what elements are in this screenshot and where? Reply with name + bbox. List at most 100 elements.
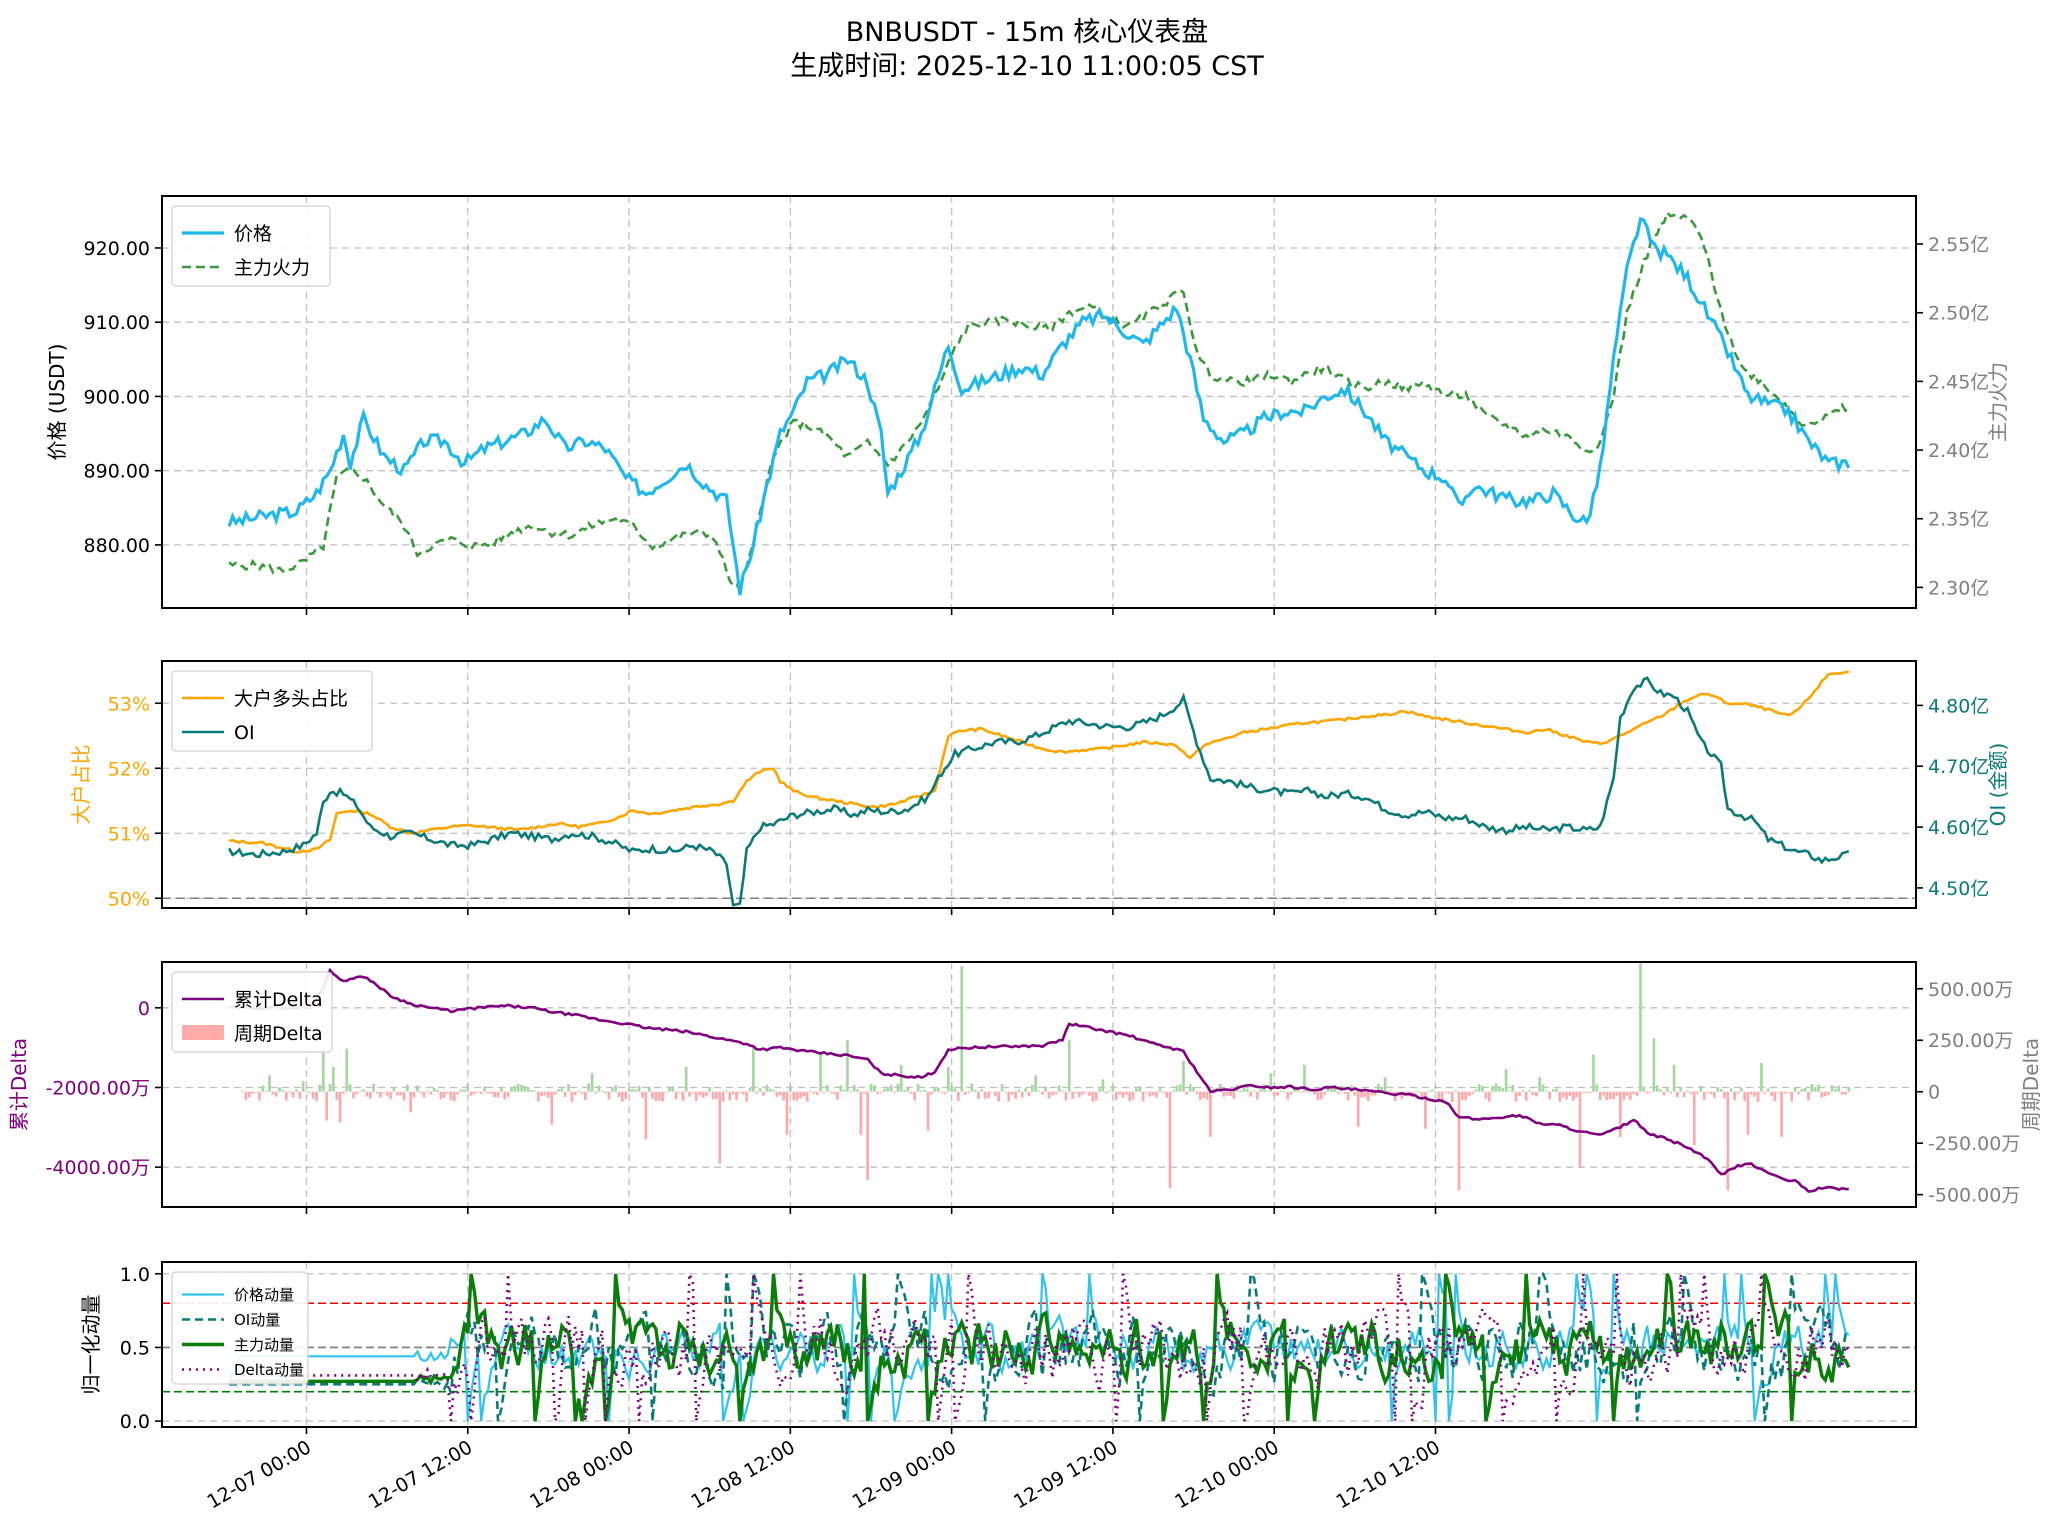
delta-bar xyxy=(718,1091,722,1164)
delta-bar xyxy=(711,1091,715,1100)
delta-bar xyxy=(620,1091,624,1102)
delta-bar xyxy=(1380,1086,1384,1092)
delta-bar xyxy=(1682,1091,1686,1098)
delta-bar xyxy=(1571,1091,1575,1101)
delta-bar xyxy=(291,1091,295,1098)
delta-bar xyxy=(1494,1083,1498,1092)
delta-bar xyxy=(1511,1084,1515,1092)
delta-bar xyxy=(318,1084,322,1092)
delta-bar xyxy=(1501,1087,1505,1092)
delta-bar xyxy=(1723,1091,1726,1099)
delta-bar xyxy=(1669,1091,1673,1094)
delta-bar xyxy=(1783,1091,1787,1094)
y-right-tick-label: 2.55亿 xyxy=(1928,234,1989,256)
delta-bar xyxy=(1121,1091,1125,1098)
y-tick-label: 900.00 xyxy=(84,386,150,408)
delta-bar xyxy=(624,1091,628,1100)
delta-bar xyxy=(429,1091,433,1095)
delta-bar xyxy=(332,1067,335,1092)
delta-bar xyxy=(1615,1091,1619,1096)
delta-bar xyxy=(1017,1089,1021,1092)
delta-bar xyxy=(1464,1091,1468,1101)
delta-bar xyxy=(1229,1091,1232,1096)
delta-bar xyxy=(402,1091,406,1101)
delta-bar xyxy=(1642,1086,1646,1092)
delta-panel-legend: 累计Delta 周期Delta xyxy=(171,971,333,1053)
delta-bar xyxy=(1128,1091,1132,1102)
delta-bar xyxy=(694,1091,698,1101)
delta-bar xyxy=(1413,1091,1417,1093)
delta-bar xyxy=(657,1091,661,1101)
delta-bar xyxy=(997,1091,1001,1102)
legend-label: 大户多头占比 xyxy=(234,688,348,710)
delta-bar xyxy=(883,1088,886,1092)
delta-bar xyxy=(674,1091,678,1100)
delta-bar xyxy=(1632,1091,1636,1095)
delta-bar xyxy=(1084,1091,1088,1093)
delta-bar xyxy=(1434,1091,1437,1093)
delta-bar xyxy=(728,1091,732,1101)
delta-bar xyxy=(913,1091,917,1101)
delta-bar xyxy=(1504,1069,1508,1092)
delta-bar xyxy=(362,1089,365,1092)
delta-bar xyxy=(1212,1088,1216,1092)
delta-bar xyxy=(1521,1090,1525,1092)
delta-bar xyxy=(456,1091,460,1095)
delta-bar xyxy=(405,1084,409,1092)
delta-bar xyxy=(1306,1091,1310,1093)
delta-bar xyxy=(1098,1088,1101,1092)
delta-bar xyxy=(281,1089,285,1092)
delta-bar xyxy=(970,1083,974,1092)
delta-bar xyxy=(755,1091,759,1094)
delta-bar xyxy=(1074,1091,1078,1093)
main-force-ylabel: 主力火力 xyxy=(1986,362,2010,442)
delta-bar xyxy=(1807,1091,1810,1101)
delta-bar xyxy=(990,1091,994,1093)
delta-bar xyxy=(449,1091,453,1101)
y-tick-label: 0 xyxy=(138,998,150,1020)
delta-bar xyxy=(560,1088,564,1092)
delta-bar xyxy=(1514,1091,1518,1102)
delta-bar xyxy=(678,1091,681,1093)
delta-bar xyxy=(442,1091,446,1098)
delta-bar xyxy=(923,1089,927,1092)
delta-bar xyxy=(241,1090,244,1092)
delta-bar xyxy=(1797,1091,1800,1094)
delta-bar xyxy=(805,1091,809,1102)
delta-bar xyxy=(530,1090,533,1092)
delta-bar xyxy=(1477,1084,1481,1092)
delta-bar xyxy=(1118,1091,1121,1095)
delta-bar xyxy=(352,1091,355,1099)
delta-bar xyxy=(1474,1089,1478,1092)
delta-bar xyxy=(1373,1091,1377,1096)
y-tick-label: 0.0 xyxy=(120,1411,150,1433)
delta-bar xyxy=(1256,1091,1259,1100)
delta-bar xyxy=(1817,1084,1820,1092)
y-right-tick-label: -250.00万 xyxy=(1928,1133,2020,1155)
delta-bar xyxy=(251,1091,255,1094)
delta-bar xyxy=(1645,1091,1649,1094)
delta-bar xyxy=(812,1091,816,1094)
delta-bar xyxy=(909,1091,913,1094)
y-right-tick-label: 2.30亿 xyxy=(1928,577,1989,599)
delta-bar xyxy=(1061,1090,1064,1092)
delta-bar xyxy=(1269,1073,1273,1092)
delta-bar xyxy=(1424,1091,1427,1129)
legend-label: Delta动量 xyxy=(234,1361,304,1379)
delta-bar xyxy=(520,1084,523,1092)
delta-bar xyxy=(1034,1075,1037,1092)
x-tick-label: 12-10 12:00 xyxy=(1333,1436,1444,1513)
delta-bar xyxy=(1467,1091,1471,1097)
delta-bar xyxy=(1612,1091,1615,1100)
price-panel-frame xyxy=(161,195,1917,609)
delta-bar xyxy=(741,1091,745,1095)
delta-bar xyxy=(819,1054,822,1092)
delta-bar xyxy=(1487,1091,1491,1102)
delta-bar xyxy=(1175,1085,1179,1092)
delta-bar xyxy=(799,1091,802,1099)
delta-bar xyxy=(600,1090,604,1092)
delta-bar xyxy=(1733,1091,1736,1100)
delta-bar xyxy=(1763,1091,1767,1094)
